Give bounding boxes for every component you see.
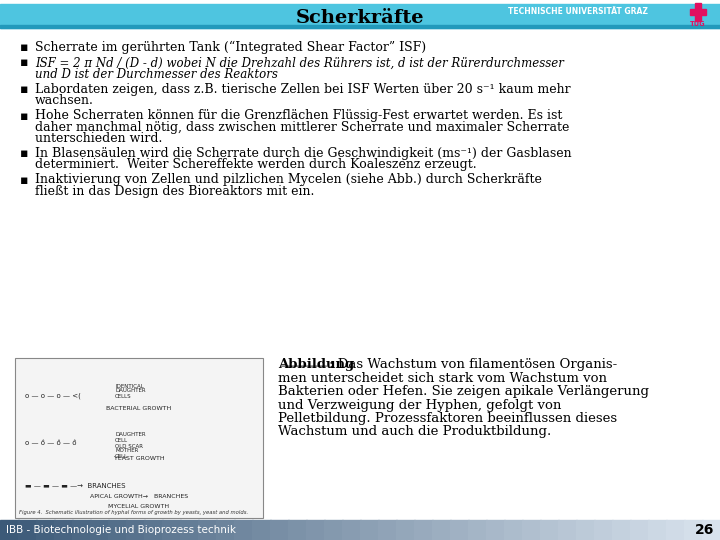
Text: Labordaten zeigen, dass z.B. tierische Zellen bei ISF Werten über 20 s⁻¹ kaum me: Labordaten zeigen, dass z.B. tierische Z… <box>35 83 571 96</box>
Bar <box>216 520 235 540</box>
Bar <box>648 520 667 540</box>
Text: Inaktivierung von Zellen und pilzlichen Mycelen (siehe Abb.) durch Scherkräfte: Inaktivierung von Zellen und pilzlichen … <box>35 173 542 186</box>
Text: BACTERIAL GROWTH: BACTERIAL GROWTH <box>107 406 171 410</box>
Bar <box>378 520 397 540</box>
Text: CELLS: CELLS <box>115 394 132 399</box>
Text: : Das Wachstum von filamentösen Organis-: : Das Wachstum von filamentösen Organis- <box>329 358 618 371</box>
Text: DAUGHTER: DAUGHTER <box>115 388 145 394</box>
Bar <box>0 520 19 540</box>
Bar <box>522 520 541 540</box>
Bar <box>630 520 649 540</box>
Bar <box>288 520 307 540</box>
Bar <box>198 520 217 540</box>
Bar <box>252 520 271 540</box>
Bar <box>15 358 263 518</box>
Text: und Verzweigung der Hyphen, gefolgt von: und Verzweigung der Hyphen, gefolgt von <box>278 399 562 411</box>
Text: YEAST GROWTH: YEAST GROWTH <box>114 456 164 461</box>
Bar <box>360 520 379 540</box>
Bar <box>576 520 595 540</box>
Text: Scherkräfte: Scherkräfte <box>296 9 424 27</box>
Text: Hohe Scherraten können für die Grenzflächen Flüssig-Fest erwartet werden. Es ist: Hohe Scherraten können für die Grenzfläc… <box>35 110 562 123</box>
Bar <box>54 520 73 540</box>
Bar <box>90 520 109 540</box>
Bar <box>126 520 145 540</box>
Bar <box>36 520 55 540</box>
Bar <box>666 520 685 540</box>
Text: TECHNISCHE UNIVERSITÄT GRAZ: TECHNISCHE UNIVERSITÄT GRAZ <box>508 8 648 17</box>
Text: MOTHER: MOTHER <box>115 449 138 454</box>
Text: Scherrate im gerührten Tank (“Integrated Shear Factor” ISF): Scherrate im gerührten Tank (“Integrated… <box>35 41 426 54</box>
Bar <box>18 520 37 540</box>
Text: Wachstum und auch die Produktbildung.: Wachstum und auch die Produktbildung. <box>278 426 552 438</box>
Text: ▪: ▪ <box>20 83 29 96</box>
Text: wachsen.: wachsen. <box>35 94 94 107</box>
Bar <box>486 520 505 540</box>
Text: o — o — o — <(: o — o — o — <( <box>25 393 81 399</box>
Bar <box>180 520 199 540</box>
Text: Pelletbildung. Prozessfaktoren beeinflussen dieses: Pelletbildung. Prozessfaktoren beeinflus… <box>278 412 617 425</box>
Bar <box>690 9 706 15</box>
Text: TUG: TUG <box>690 21 706 27</box>
Bar <box>342 520 361 540</box>
Text: unterschieden wird.: unterschieden wird. <box>35 132 163 145</box>
Text: ▪: ▪ <box>20 110 29 123</box>
Bar <box>695 3 701 21</box>
Bar <box>684 520 703 540</box>
Text: determiniert.  Weiter Schereffekte werden durch Koaleszenz erzeugt.: determiniert. Weiter Schereffekte werden… <box>35 158 477 171</box>
Bar <box>396 520 415 540</box>
Bar <box>432 520 451 540</box>
Bar <box>540 520 559 540</box>
Bar <box>0 25 720 28</box>
Bar <box>504 520 523 540</box>
Bar <box>702 520 720 540</box>
Bar <box>414 520 433 540</box>
Text: ▪: ▪ <box>20 41 29 54</box>
Text: In Blasensäulen wird die Scherrate durch die Geschwindigkeit (ms⁻¹) der Gasblase: In Blasensäulen wird die Scherrate durch… <box>35 147 572 160</box>
Text: APICAL GROWTH→   BRANCHES: APICAL GROWTH→ BRANCHES <box>90 494 188 498</box>
Bar <box>144 520 163 540</box>
Text: DAUGHTER: DAUGHTER <box>115 433 145 437</box>
Text: Abbildung: Abbildung <box>278 358 354 371</box>
Text: ▪: ▪ <box>20 147 29 160</box>
Text: IDENTICAL: IDENTICAL <box>115 383 144 388</box>
Bar <box>270 520 289 540</box>
Bar <box>450 520 469 540</box>
Bar <box>0 4 720 28</box>
Text: Bakterien oder Hefen. Sie zeigen apikale Verlängerung: Bakterien oder Hefen. Sie zeigen apikale… <box>278 385 649 398</box>
Bar <box>234 520 253 540</box>
Text: o — ô — ô — ô: o — ô — ô — ô <box>25 440 76 446</box>
Text: Figure 4.  Schematic illustration of hyphal forms of growth by yeasts, yeast and: Figure 4. Schematic illustration of hyph… <box>19 510 248 515</box>
Text: ▪: ▪ <box>20 173 29 186</box>
Text: daher manchmal nötig, dass zwischen mittlerer Scherrate und maximaler Scherrate: daher manchmal nötig, dass zwischen mitt… <box>35 120 570 133</box>
Bar <box>324 520 343 540</box>
Bar <box>468 520 487 540</box>
Text: CELL: CELL <box>115 437 128 442</box>
Text: ISF = 2 π Nd / (D - d) wobei N die Drehzahl des Rührers ist, d ist der Rürerdurc: ISF = 2 π Nd / (D - d) wobei N die Drehz… <box>35 57 564 70</box>
Text: MYCELIAL GROWTH: MYCELIAL GROWTH <box>109 503 170 509</box>
Text: ▬ — ▬ — ▬ —→  BRANCHES: ▬ — ▬ — ▬ —→ BRANCHES <box>25 483 125 489</box>
Text: und D ist der Durchmesser des Reaktors: und D ist der Durchmesser des Reaktors <box>35 68 278 80</box>
Bar <box>162 520 181 540</box>
Bar <box>306 520 325 540</box>
Text: 26: 26 <box>695 523 714 537</box>
Bar <box>612 520 631 540</box>
Text: fließt in das Design des Bioreaktors mit ein.: fließt in das Design des Bioreaktors mit… <box>35 185 315 198</box>
Text: CELL: CELL <box>115 454 128 458</box>
Bar <box>594 520 613 540</box>
Text: ▪: ▪ <box>20 57 29 70</box>
Bar <box>108 520 127 540</box>
Bar <box>72 520 91 540</box>
Text: IBB - Biotechnologie und Bioprozess technik: IBB - Biotechnologie und Bioprozess tech… <box>6 525 236 535</box>
Text: men unterscheidet sich stark vom Wachstum von: men unterscheidet sich stark vom Wachstu… <box>278 372 607 384</box>
Bar <box>558 520 577 540</box>
Text: OLD SCAR: OLD SCAR <box>115 443 143 449</box>
